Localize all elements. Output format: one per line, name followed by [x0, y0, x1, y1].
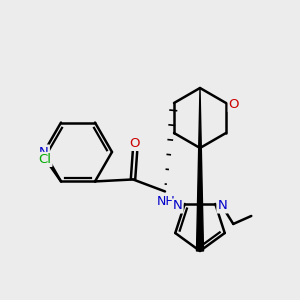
Text: Cl: Cl: [38, 153, 52, 166]
Polygon shape: [196, 88, 203, 251]
Text: N: N: [218, 200, 227, 212]
Text: O: O: [130, 137, 140, 150]
Text: O: O: [229, 98, 239, 112]
Text: NH: NH: [157, 195, 175, 208]
Text: N: N: [39, 146, 49, 158]
Text: N: N: [173, 200, 183, 212]
